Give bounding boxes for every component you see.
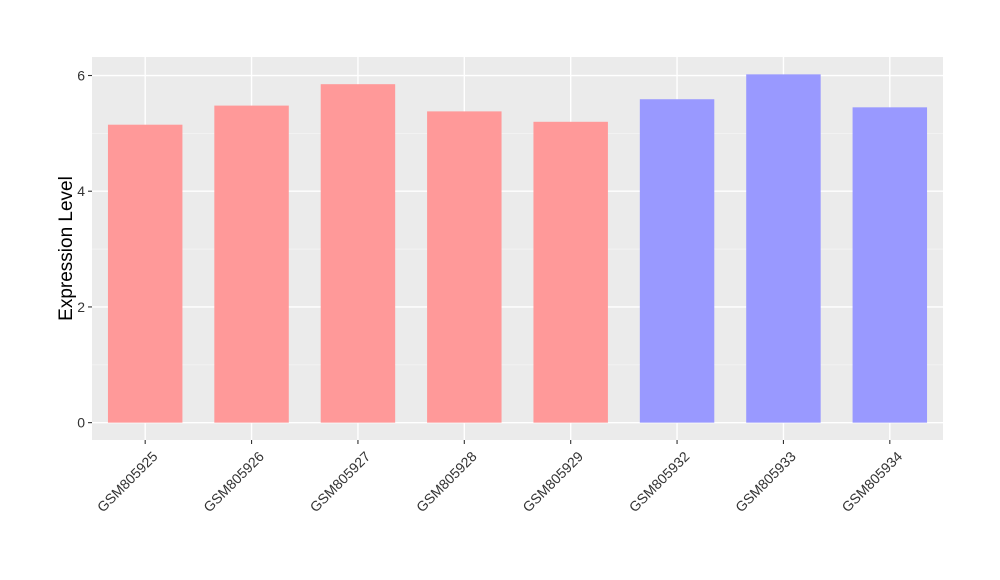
bar-GSM805933 bbox=[746, 74, 821, 423]
y-tick-label: 6 bbox=[77, 68, 85, 84]
bar-GSM805934 bbox=[852, 107, 928, 423]
x-tick-label: GSM805932 bbox=[626, 448, 693, 515]
y-axis-title: Expression Level bbox=[56, 176, 77, 321]
x-tick-label: GSM805929 bbox=[519, 448, 586, 515]
x-tick-label: GSM805925 bbox=[94, 448, 161, 515]
bar-GSM805929 bbox=[533, 121, 608, 423]
x-tick-label: GSM805934 bbox=[838, 448, 905, 515]
x-tick-label: GSM805927 bbox=[307, 448, 374, 515]
x-tick-label: GSM805933 bbox=[732, 448, 799, 515]
y-tick-label: 2 bbox=[77, 299, 85, 315]
y-tick-label: 0 bbox=[77, 415, 85, 431]
bar-GSM805925 bbox=[107, 124, 183, 423]
y-axis: 0 2 4 6 bbox=[77, 68, 92, 431]
x-tick-label: GSM805926 bbox=[200, 448, 267, 515]
bar-GSM805927 bbox=[320, 84, 396, 423]
y-tick-label: 4 bbox=[77, 183, 85, 199]
bars bbox=[107, 74, 928, 423]
x-tick-label: GSM805928 bbox=[413, 448, 480, 515]
bar-GSM805932 bbox=[639, 99, 715, 423]
bar-GSM805928 bbox=[427, 111, 502, 423]
x-axis: GSM805925 GSM805926 GSM805927 GSM805928 GSM8… bbox=[94, 440, 905, 515]
bar-GSM805926 bbox=[214, 105, 289, 423]
